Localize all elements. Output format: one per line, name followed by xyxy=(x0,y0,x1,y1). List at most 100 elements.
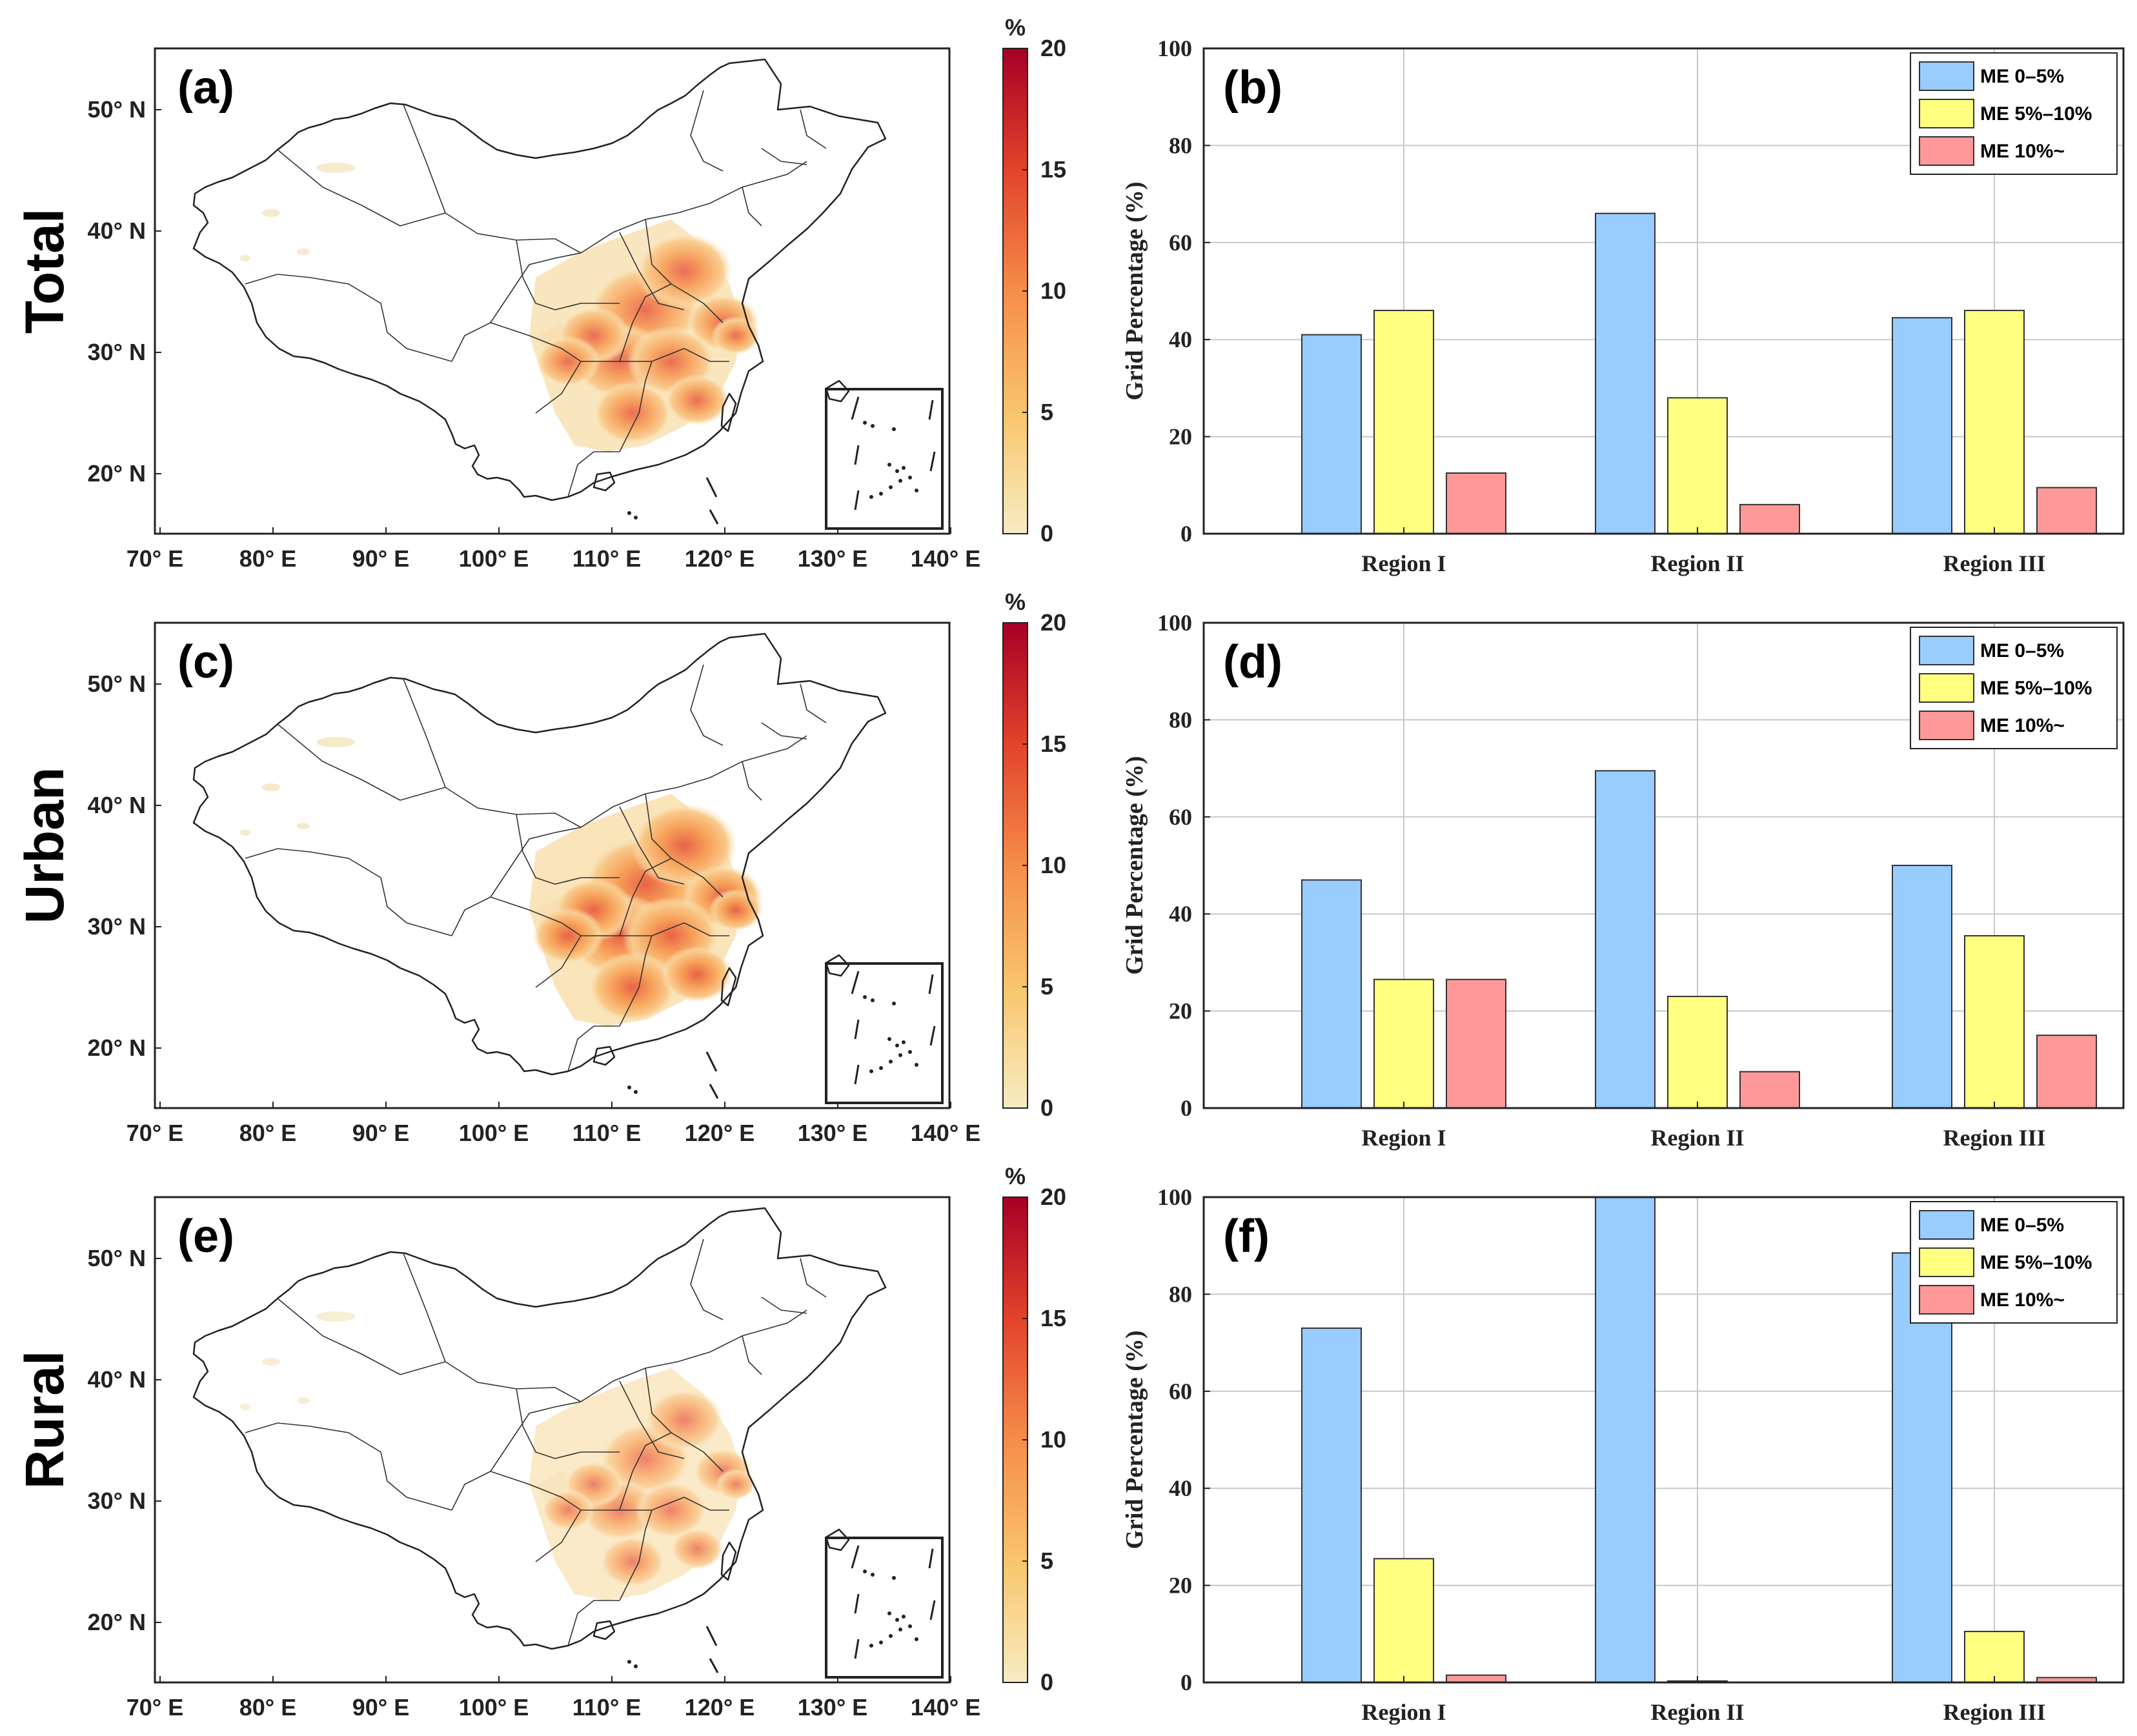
legend-label: ME 0–5% xyxy=(1980,66,2064,87)
legend-label: ME 10%~ xyxy=(1980,1289,2065,1311)
map-x-tick: 80° E xyxy=(239,1694,296,1721)
x-tick-label: Region II xyxy=(1650,1699,1744,1725)
map-column: Total (a) 70° E 80° E 90° E 100° E 110° E 120° … xyxy=(14,14,1066,1721)
heat-field xyxy=(240,737,764,1026)
row-label: Urban xyxy=(14,767,75,924)
map-panel-total: Total (a) 70° E 80° E 90° E 100° E 110° E 120° … xyxy=(14,14,1066,572)
y-tick-label: 80 xyxy=(1169,707,1192,732)
y-tick-label: 100 xyxy=(1157,1184,1192,1210)
map-y-tick: 30° N xyxy=(88,1488,146,1514)
chart-axes xyxy=(1202,621,2125,1109)
map-x-tick: 110° E xyxy=(572,1120,642,1146)
legend-label: ME 10%~ xyxy=(1980,715,2065,736)
bar-chart-b: 100 80 60 40 20 0 Region I Region II Region III G… xyxy=(1121,35,2125,576)
y-tick-label: 100 xyxy=(1157,610,1192,636)
y-axis-label: Grid Percentage (%) xyxy=(1121,181,1148,400)
y-tick-label: 20 xyxy=(1169,424,1192,450)
panel-label: (f) xyxy=(1223,1211,1270,1262)
legend-label: ME 5%–10% xyxy=(1980,1252,2092,1273)
colorbar-unit: % xyxy=(1005,14,1026,41)
map-x-tick: 110° E xyxy=(572,545,642,572)
map-x-tick: 130° E xyxy=(798,1120,867,1146)
bar-region-i-series-2 xyxy=(1373,1558,1434,1683)
colorbar-tick: 20 xyxy=(1040,35,1066,61)
legend-swatch xyxy=(1919,711,1974,740)
panel-label: (b) xyxy=(1223,62,1282,114)
legend: ME 0–5% ME 5%–10% ME 10%~ xyxy=(1910,627,2118,749)
bar-region-i-series-1 xyxy=(1301,1327,1362,1684)
map-panel-urban: Urban (c) 70° E 80° E 90° E 100° E 110° E 120° … xyxy=(14,589,1066,1146)
y-tick-label: 100 xyxy=(1157,35,1192,61)
map-x-tick: 90° E xyxy=(352,545,409,572)
legend-swatch xyxy=(1919,636,1974,665)
map-panel-rural: Rural (e) 70° E 80° E 90° E 100° E 110° E 120° … xyxy=(14,1163,1066,1721)
bar-chart-f: 100 80 60 40 20 0 Region I Region II Region III G… xyxy=(1121,1184,2125,1725)
bar-region-ii-series-3 xyxy=(1739,1071,1800,1109)
legend-swatch xyxy=(1919,136,1974,166)
legend-swatch xyxy=(1919,673,1974,703)
bar-region-iii-series-1 xyxy=(1892,865,1952,1109)
bar-region-i-series-1 xyxy=(1301,879,1362,1109)
bar-region-iii-series-2 xyxy=(1964,1631,2025,1683)
panel-label: (d) xyxy=(1223,636,1282,688)
panel-label: (c) xyxy=(177,636,234,688)
colorbar-tick: 20 xyxy=(1040,609,1066,636)
chart-axes xyxy=(1202,47,2125,535)
bar-region-i-series-2 xyxy=(1373,310,1434,534)
x-tick-label: Region III xyxy=(1943,1125,2045,1151)
map-x-tick: 80° E xyxy=(239,1120,296,1146)
bar-region-ii-series-2 xyxy=(1667,397,1728,534)
map-y-tick: 40° N xyxy=(88,217,146,244)
y-tick-label: 60 xyxy=(1169,1378,1192,1404)
legend: ME 0–5% ME 5%–10% ME 10%~ xyxy=(1910,52,2118,175)
y-tick-label: 40 xyxy=(1169,901,1192,927)
map-x-tick: 120° E xyxy=(685,1120,755,1146)
bar-region-i-series-3 xyxy=(1446,978,1506,1109)
x-tick-label: Region III xyxy=(1943,1699,2045,1725)
chart-axes xyxy=(1202,1196,2125,1684)
legend-label: ME 0–5% xyxy=(1980,640,2064,661)
map-x-tick: 110° E xyxy=(572,1694,642,1721)
bar-region-ii-series-1 xyxy=(1595,770,1656,1109)
colorbar-tick: 15 xyxy=(1040,731,1066,757)
y-axis-label: Grid Percentage (%) xyxy=(1121,756,1148,974)
heat-field xyxy=(240,1311,756,1600)
map-x-tick: 120° E xyxy=(685,1694,755,1721)
colorbar-tick: 10 xyxy=(1040,1426,1066,1453)
map-x-tick: 90° E xyxy=(352,1120,409,1146)
x-tick-label: Region I xyxy=(1361,550,1446,576)
bar-region-iii-series-3 xyxy=(2036,487,2097,534)
panel-label: (a) xyxy=(177,62,234,114)
y-tick-label: 80 xyxy=(1169,1281,1192,1307)
bar-region-i-series-2 xyxy=(1373,978,1434,1109)
map-x-tick: 100° E xyxy=(459,545,529,572)
y-tick-label: 20 xyxy=(1169,1573,1192,1599)
map-y-tick: 50° N xyxy=(88,96,146,123)
y-tick-label: 40 xyxy=(1169,1475,1192,1501)
y-tick-label: 80 xyxy=(1169,132,1192,158)
map-y-tick: 20° N xyxy=(88,1609,146,1635)
map-x-tick: 130° E xyxy=(798,545,867,572)
bar-region-ii-series-3 xyxy=(1739,503,1800,535)
map-x-tick: 130° E xyxy=(798,1694,867,1721)
map-x-tick: 100° E xyxy=(459,1694,529,1721)
bar-region-iii-series-2 xyxy=(1964,310,2025,534)
map-x-tick: 140° E xyxy=(911,1120,980,1146)
colorbar-tick: 15 xyxy=(1040,1305,1066,1331)
y-tick-label: 0 xyxy=(1180,1670,1192,1695)
colorbar-unit: % xyxy=(1005,1163,1026,1189)
colorbar-tick: 10 xyxy=(1040,852,1066,878)
map-x-tick: 70° E xyxy=(127,545,183,572)
bar-region-i-series-3 xyxy=(1446,472,1506,534)
colorbar-tick: 15 xyxy=(1040,156,1066,183)
map-y-tick: 50° N xyxy=(88,1245,146,1271)
bar-region-ii-series-1 xyxy=(1595,1196,1656,1683)
y-tick-label: 40 xyxy=(1169,327,1192,352)
x-tick-label: Region I xyxy=(1361,1699,1446,1725)
bar-region-iii-series-1 xyxy=(1892,1252,1952,1684)
colorbar-unit: % xyxy=(1005,589,1026,615)
colorbar-tick: 0 xyxy=(1040,1095,1053,1121)
bar-chart-d: 100 80 60 40 20 0 Region I Region II Region III G… xyxy=(1121,610,2125,1151)
map-x-tick: 80° E xyxy=(239,545,296,572)
